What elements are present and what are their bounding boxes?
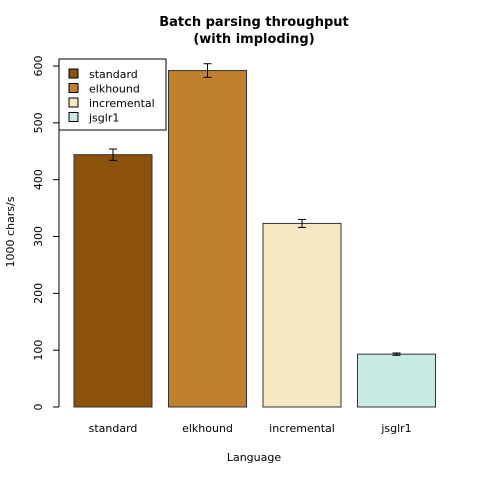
bars-group	[73, 70, 436, 408]
legend-label: standard	[89, 68, 138, 81]
x-tick-label: standard	[89, 422, 138, 435]
legend-swatch	[68, 112, 79, 122]
x-tick-label: elkhound	[182, 422, 233, 435]
bar-elkhound	[168, 70, 247, 408]
error-bars-group	[109, 63, 401, 356]
x-axis-tick-labels: standard elkhound incremental jsglr1	[89, 422, 412, 435]
chart-title-line2: (with imploding)	[193, 32, 314, 47]
legend-label: incremental	[89, 97, 155, 110]
x-axis-label: Language	[227, 451, 282, 464]
y-axis-ticks: 0 100 200 300 400 500 600	[32, 56, 59, 411]
x-tick-label: jsglr1	[380, 422, 411, 435]
y-tick-label: 200	[32, 283, 45, 304]
x-tick-label: incremental	[269, 422, 335, 435]
legend-swatch	[68, 97, 79, 108]
y-tick-label: 300	[32, 226, 45, 247]
bar-incremental	[262, 222, 342, 408]
bar-jsglr1	[357, 353, 436, 408]
y-tick-label: 400	[32, 169, 45, 190]
y-tick-label: 0	[32, 404, 45, 411]
legend-swatch	[68, 68, 79, 79]
legend-label: jsglr1	[88, 112, 119, 125]
legend-label: elkhound	[89, 83, 140, 96]
chart-title-line1: Batch parsing throughput	[159, 15, 349, 30]
legend-swatch	[68, 83, 79, 93]
y-tick-label: 100	[32, 340, 45, 361]
y-tick-label: 500	[32, 112, 45, 133]
y-axis-label: 1000 chars/s	[4, 196, 17, 267]
bar-standard	[73, 154, 153, 408]
y-tick-label: 600	[32, 56, 45, 77]
